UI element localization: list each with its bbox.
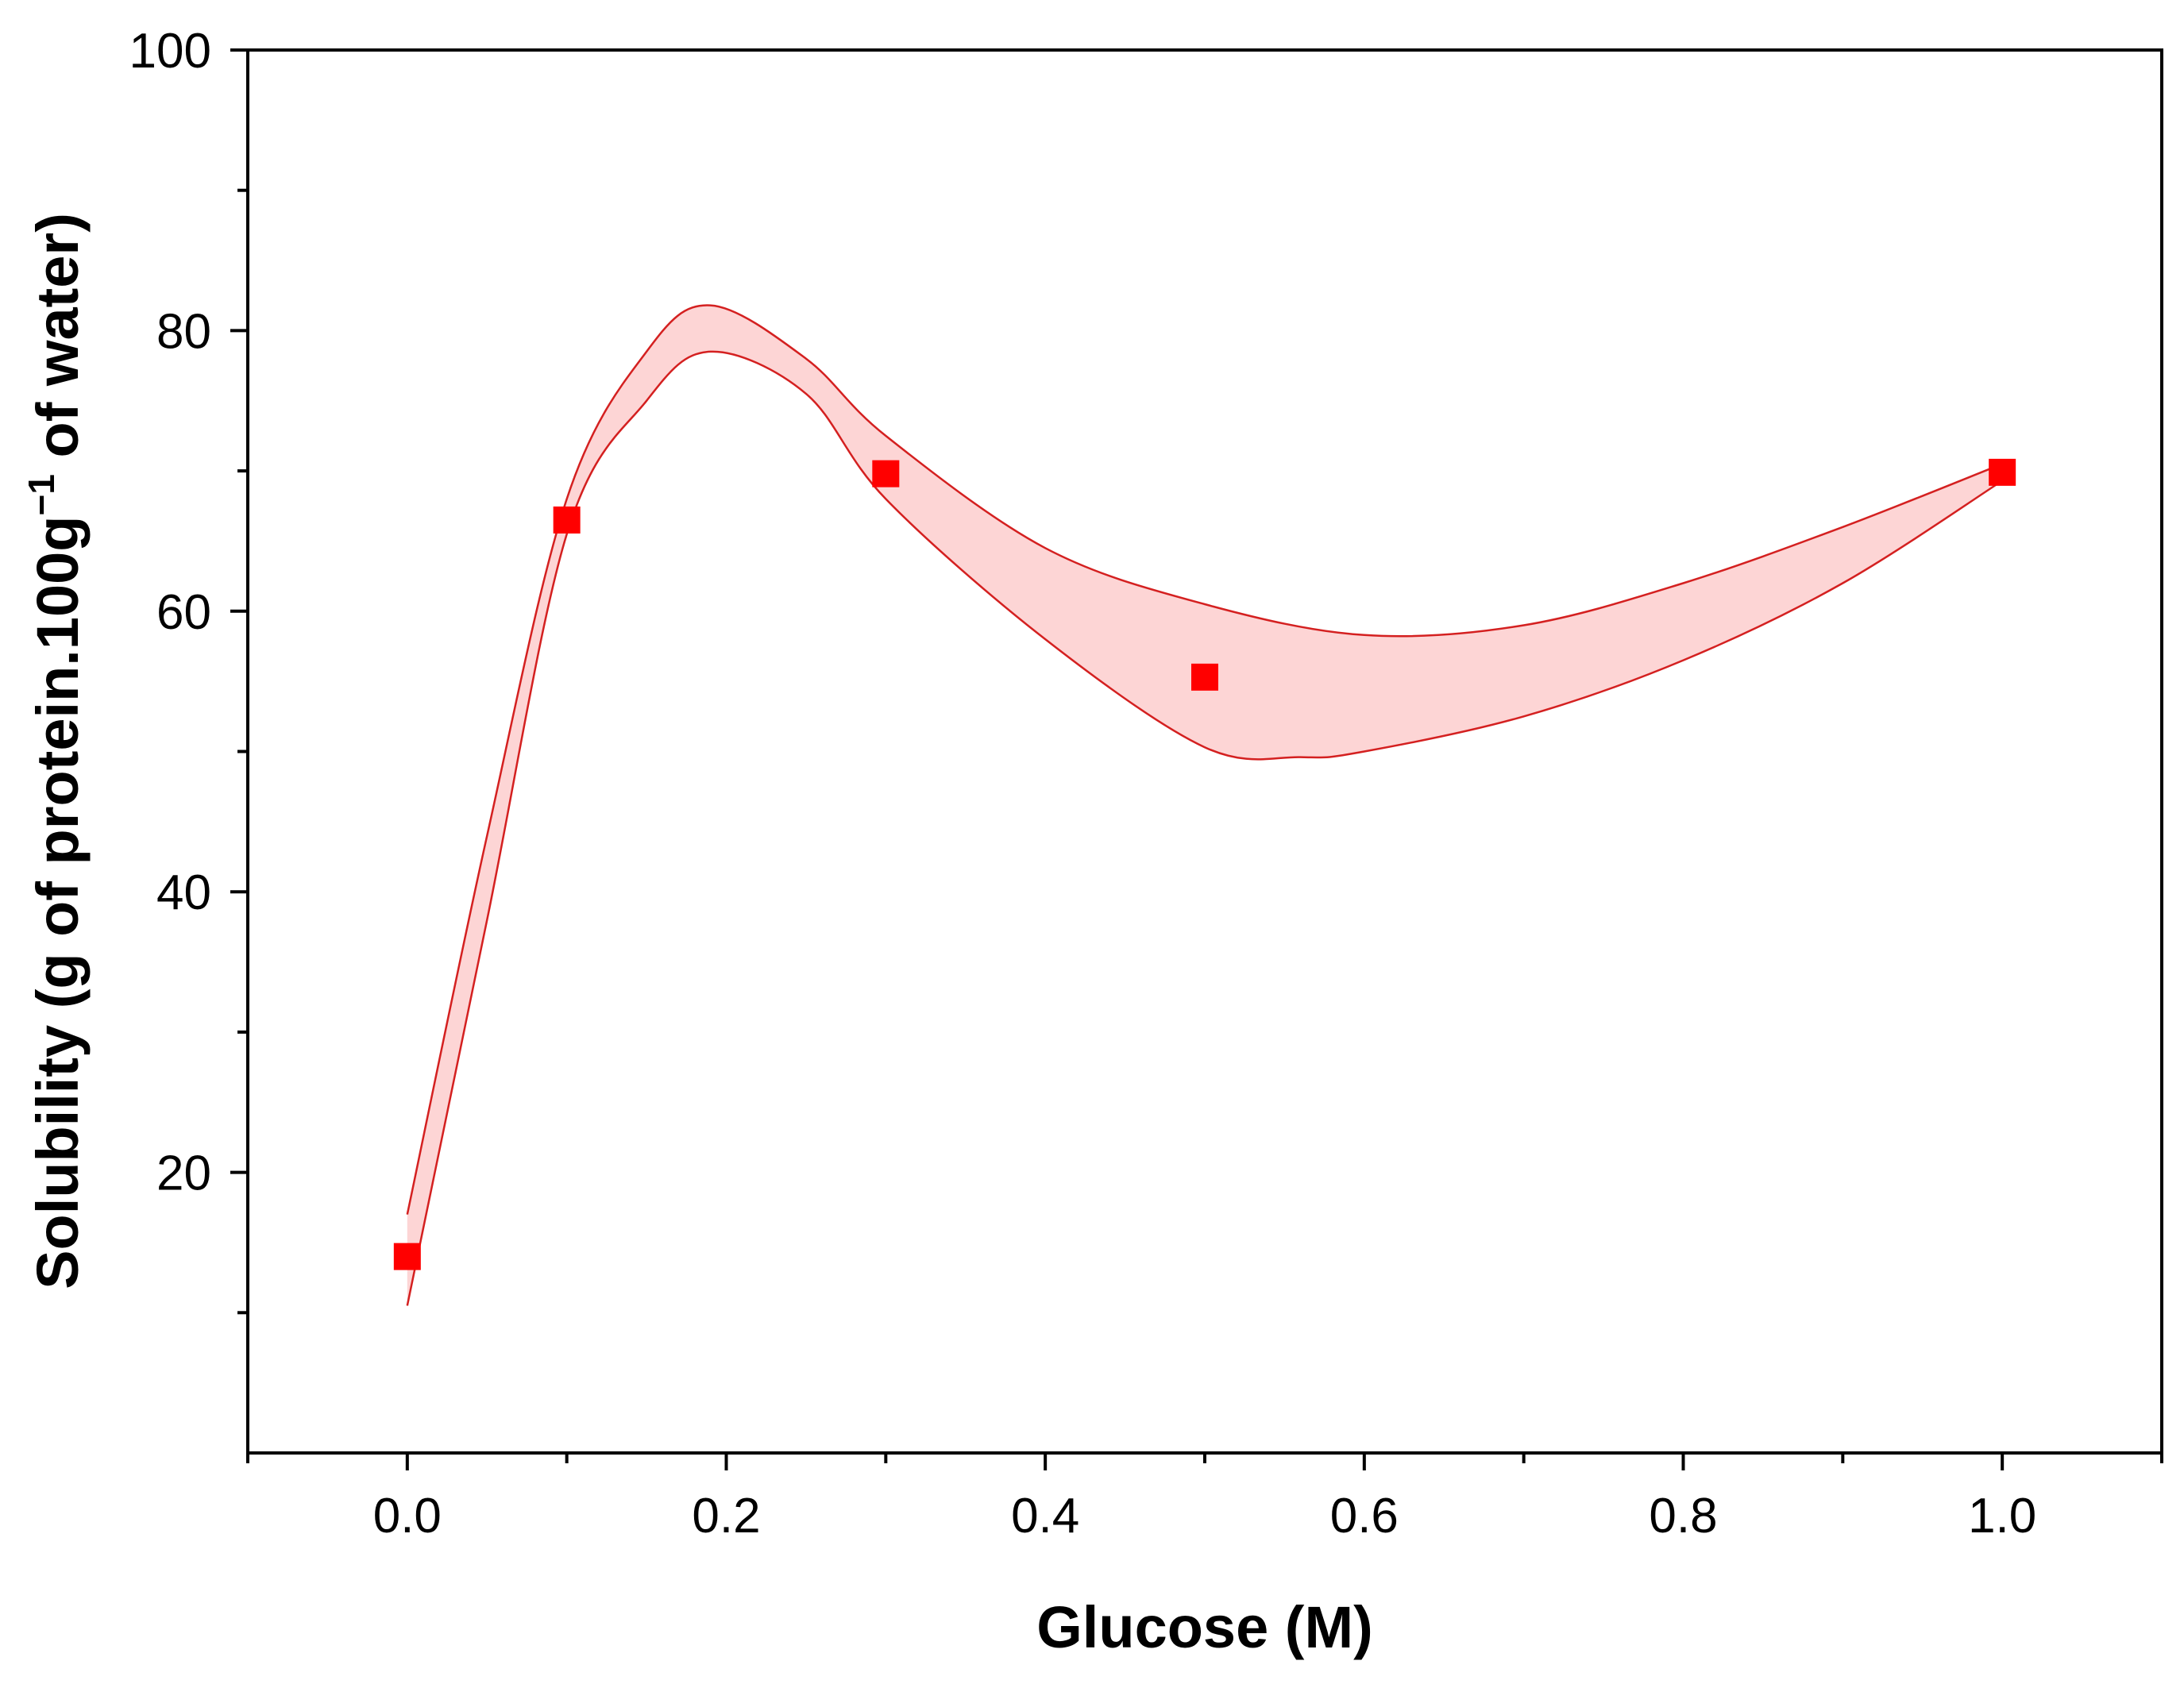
data-point bbox=[553, 506, 581, 534]
x-tick-label: 0.8 bbox=[1649, 1489, 1717, 1543]
y-axis-title: Solubility (g of protein.100g−1 of water… bbox=[21, 213, 91, 1289]
x-tick-label: 0.0 bbox=[373, 1489, 442, 1543]
confidence-band-upper-line bbox=[406, 304, 2003, 1215]
y-tick-label: 80 bbox=[156, 304, 211, 359]
confidence-band-fill bbox=[407, 305, 2003, 1306]
data-point bbox=[872, 460, 900, 487]
y-axis-title-suffix: of water) bbox=[25, 213, 91, 474]
x-tick-label: 0.4 bbox=[1011, 1489, 1079, 1543]
y-axis-title-superscript: −1 bbox=[21, 474, 62, 515]
y-tick-label: 100 bbox=[129, 24, 211, 79]
x-tick-label: 1.0 bbox=[1968, 1489, 2036, 1543]
y-tick-label: 40 bbox=[156, 865, 211, 920]
data-point bbox=[393, 1243, 421, 1270]
axis-ticks: 0.0 0.2 0.4 0.6 0.8 1.0 20 40 60 80 100 bbox=[129, 24, 2163, 1543]
confidence-band bbox=[406, 304, 2003, 1306]
data-points bbox=[393, 458, 2016, 1270]
x-tick-label: 0.6 bbox=[1330, 1489, 1399, 1543]
data-point bbox=[1191, 663, 1218, 691]
y-tick-label: 60 bbox=[156, 585, 211, 640]
plot-frame bbox=[246, 48, 2163, 1455]
y-tick-label: 20 bbox=[156, 1146, 211, 1201]
x-axis-title: Glucose (M) bbox=[1036, 1594, 1372, 1660]
data-point bbox=[1989, 458, 2016, 486]
x-tick-label: 0.2 bbox=[692, 1489, 760, 1543]
y-axis-title-prefix: Solubility (g of protein.100g bbox=[25, 516, 91, 1289]
confidence-band-lower-line bbox=[406, 350, 2003, 1306]
